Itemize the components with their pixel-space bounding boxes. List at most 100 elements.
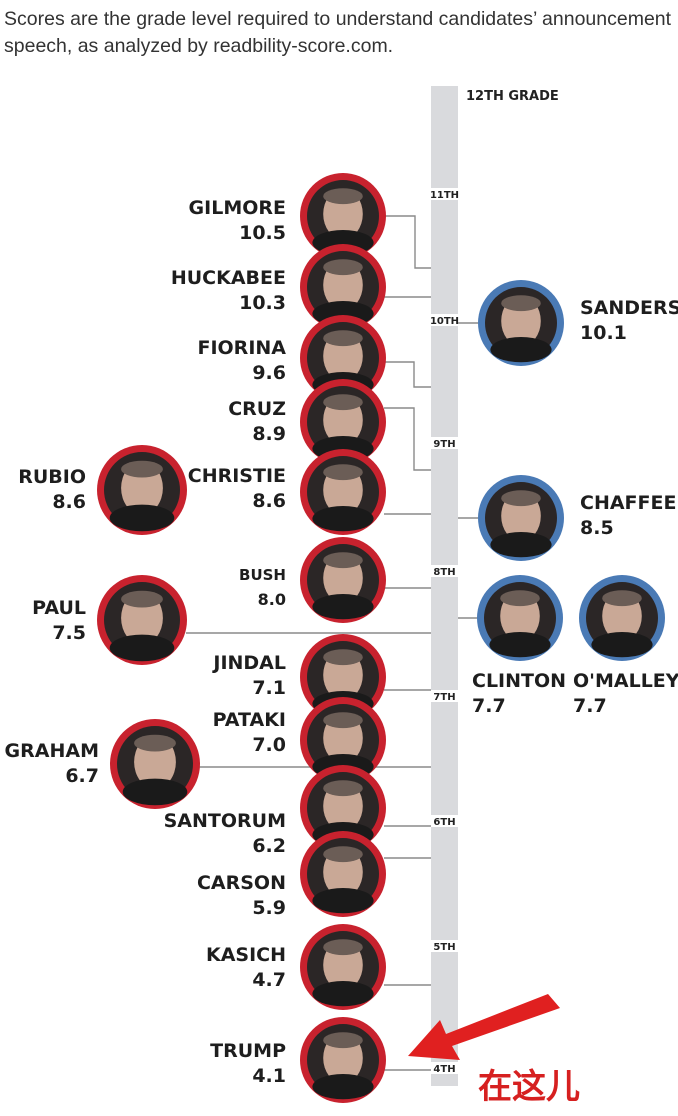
candidate-score-trump: 4.1 (252, 1065, 286, 1087)
candidate-marker-carson (300, 831, 386, 917)
grade-tick-gap (429, 940, 460, 952)
candidate-score-sanders: 10.1 (580, 322, 627, 344)
candidate-score-clinton: 7.7 (472, 695, 506, 717)
candidate-score-huckabee: 10.3 (239, 292, 286, 314)
candidate-marker-christie (300, 449, 386, 535)
portrait-hair (323, 649, 363, 666)
portrait-shoulders (312, 506, 374, 532)
candidate-name-o-malley: O'MALLEY (573, 670, 678, 692)
portrait-shoulders (122, 778, 188, 806)
candidate-score-fiorina: 9.6 (252, 362, 286, 384)
grade-tick-label: 8TH (433, 567, 455, 578)
candidate-name-sanders: SANDERS (580, 297, 678, 319)
portrait-hair (501, 295, 541, 312)
chart-caption: Scores are the grade level required to u… (4, 8, 672, 57)
grade-tick-label: 11TH (430, 190, 459, 201)
portrait-shoulders (490, 532, 552, 558)
portrait-shoulders (312, 888, 374, 914)
candidate-score-jindal: 7.1 (252, 677, 286, 699)
portrait-hair (323, 464, 363, 481)
candidate-marker-rubio (97, 445, 187, 535)
candidate-score-cruz: 8.9 (252, 423, 286, 445)
grade-tick-label: 9TH (433, 439, 455, 450)
portrait-hair (121, 460, 163, 478)
grade-tick-label: 4TH (433, 1064, 455, 1075)
portrait-hair (323, 552, 363, 569)
candidate-marker-trump (300, 1017, 386, 1103)
grade-scale-bar (431, 86, 458, 1086)
leader-line-gilmore (384, 215, 431, 269)
candidate-score-o-malley: 7.7 (573, 695, 607, 717)
grade-top-label: 12TH GRADE (466, 89, 559, 104)
grade-tick-gap (429, 437, 460, 449)
grade-tick-gap (429, 815, 460, 827)
candidate-marker-o-malley (579, 575, 665, 661)
candidate-name-paul: PAUL (32, 597, 86, 619)
grade-tick-label: 7TH (433, 692, 455, 703)
candidate-name-cruz: CRUZ (228, 398, 286, 420)
portrait-shoulders (312, 594, 374, 620)
candidate-marker-gilmore (300, 173, 386, 259)
candidate-score-chaffee: 8.5 (580, 517, 614, 539)
candidate-name-carson: CARSON (197, 872, 286, 894)
portrait-shoulders (489, 632, 551, 658)
candidate-score-graham: 6.7 (65, 765, 99, 787)
candidate-score-gilmore: 10.5 (239, 222, 286, 244)
annotation: 在这儿 (408, 994, 580, 1107)
candidate-score-santorum: 6.2 (252, 835, 286, 857)
candidate-marker-huckabee (300, 244, 386, 330)
candidate-name-christie: CHRISTIE (188, 465, 286, 487)
portrait-hair (500, 590, 540, 607)
grade-tick-label: 5TH (433, 942, 455, 953)
portrait-shoulders (312, 981, 374, 1007)
candidate-name-trump: TRUMP (210, 1040, 286, 1062)
candidate-name-santorum: SANTORUM (164, 810, 286, 832)
candidate-score-rubio: 8.6 (52, 491, 86, 513)
leader-line-cruz (384, 407, 431, 471)
candidate-score-christie: 8.6 (252, 490, 286, 512)
annotation-text: 在这儿 (478, 1067, 580, 1107)
leader-line-fiorina (384, 361, 431, 388)
candidate-name-rubio: RUBIO (18, 466, 86, 488)
grade-tick-gap (429, 690, 460, 702)
portrait-hair (602, 590, 642, 607)
grade-tick-gap (429, 1062, 460, 1074)
candidate-name-gilmore: GILMORE (189, 197, 286, 219)
candidate-name-pataki: PATAKI (213, 709, 286, 731)
grade-tick-gap (429, 188, 460, 200)
portrait-shoulders (591, 632, 653, 658)
portrait-hair (134, 734, 176, 752)
portrait-hair (323, 188, 363, 205)
portrait-hair (323, 846, 363, 863)
grade-tick-label: 6TH (433, 817, 455, 828)
candidate-marker-fiorina (300, 315, 386, 401)
portrait-shoulders (490, 337, 552, 363)
candidate-marker-graham (110, 719, 200, 809)
candidate-name-bush: BUSH (239, 566, 286, 584)
portrait-hair (323, 712, 363, 729)
candidate-marker-bush (300, 537, 386, 623)
portrait-hair (323, 330, 363, 347)
candidate-name-chaffee: CHAFFEE (580, 492, 676, 514)
grade-scale: 12TH GRADE 11TH 10TH 9TH 8TH 7TH 6TH 5TH 4TH (429, 86, 559, 1086)
portrait-shoulders (312, 1074, 374, 1100)
candidate-score-kasich: 4.7 (252, 969, 286, 991)
candidate-name-jindal: JINDAL (211, 652, 286, 674)
candidate-score-paul: 7.5 (52, 622, 86, 644)
candidate-labels: GILMORE 10.5 HUCKABEE 10.3 FIORINA 9.6 CRUZ 8.9… (5, 197, 678, 1087)
portrait-hair (501, 490, 541, 507)
portrait-hair (323, 780, 363, 797)
candidate-name-kasich: KASICH (206, 944, 286, 966)
candidate-score-pataki: 7.0 (252, 734, 286, 756)
candidate-marker-kasich (300, 924, 386, 1010)
portrait-hair (323, 1032, 363, 1049)
grade-tick-gap (429, 565, 460, 577)
portrait-hair (323, 394, 363, 411)
candidate-marker-chaffee (478, 475, 564, 561)
candidate-name-fiorina: FIORINA (197, 337, 286, 359)
candidate-marker-paul (97, 575, 187, 665)
portrait-hair (323, 939, 363, 956)
candidate-score-bush: 8.0 (258, 590, 286, 609)
candidate-markers (97, 173, 665, 1103)
